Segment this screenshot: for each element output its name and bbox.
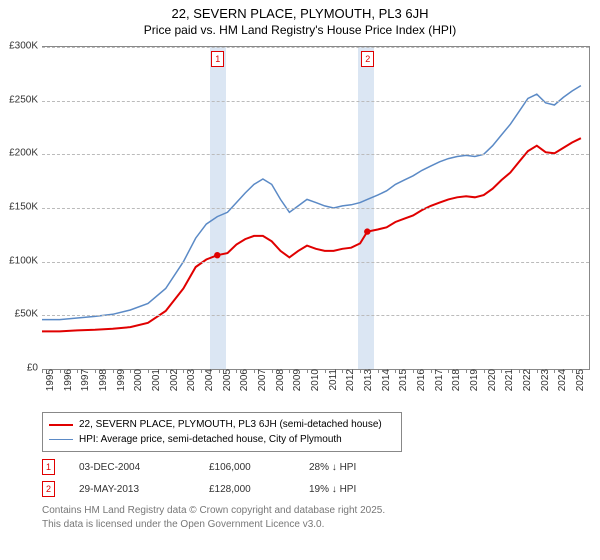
x-axis-label: 2003	[182, 369, 197, 391]
transaction-marker-2: 2	[42, 481, 55, 497]
x-axis-label: 2020	[483, 369, 498, 391]
transaction-date: 03-DEC-2004	[79, 462, 209, 473]
sale-point-dot	[364, 228, 370, 234]
transaction-marker-1: 1	[42, 459, 55, 475]
y-axis-label: £150K	[0, 202, 38, 213]
x-axis-label: 2006	[235, 369, 250, 391]
footer-line-1: Contains HM Land Registry data © Crown c…	[42, 504, 385, 518]
y-axis-label: £0	[0, 363, 38, 374]
legend-row-price-paid: 22, SEVERN PLACE, PLYMOUTH, PL3 6JH (sem…	[49, 417, 395, 432]
footer-line-2: This data is licensed under the Open Gov…	[42, 518, 385, 532]
transactions-table: 1 03-DEC-2004 £106,000 28% ↓ HPI 2 29-MA…	[42, 456, 409, 500]
sale-point-dot	[214, 252, 220, 258]
series-line-price_paid	[42, 138, 581, 331]
chart-marker-box: 2	[361, 51, 374, 67]
legend-box: 22, SEVERN PLACE, PLYMOUTH, PL3 6JH (sem…	[42, 412, 402, 452]
x-axis-label: 2005	[218, 369, 233, 391]
x-axis-label: 2001	[147, 369, 162, 391]
chart-container: 22, SEVERN PLACE, PLYMOUTH, PL3 6JH Pric…	[0, 0, 600, 560]
legend-swatch-hpi	[49, 439, 73, 440]
legend-row-hpi: HPI: Average price, semi-detached house,…	[49, 432, 395, 447]
x-axis-label: 2012	[341, 369, 356, 391]
x-axis-label: 2004	[200, 369, 215, 391]
transaction-date: 29-MAY-2013	[79, 484, 209, 495]
chart-subtitle: Price paid vs. HM Land Registry's House …	[0, 23, 600, 39]
x-axis-label: 2018	[447, 369, 462, 391]
x-axis-label: 2015	[394, 369, 409, 391]
transaction-row: 2 29-MAY-2013 £128,000 19% ↓ HPI	[42, 478, 409, 500]
y-axis-label: £250K	[0, 94, 38, 105]
y-axis-label: £100K	[0, 255, 38, 266]
chart-title: 22, SEVERN PLACE, PLYMOUTH, PL3 6JH	[0, 6, 600, 23]
x-axis-label: 2022	[518, 369, 533, 391]
x-axis-label: 1996	[59, 369, 74, 391]
x-axis-label: 2010	[306, 369, 321, 391]
transaction-price: £128,000	[209, 484, 309, 495]
chart-marker-box: 1	[211, 51, 224, 67]
transaction-diff: 28% ↓ HPI	[309, 462, 409, 473]
x-axis-label: 2009	[288, 369, 303, 391]
x-axis-label: 2024	[553, 369, 568, 391]
x-axis-label: 2017	[430, 369, 445, 391]
x-axis-label: 2023	[536, 369, 551, 391]
legend-swatch-price-paid	[49, 424, 73, 426]
y-axis-label: £300K	[0, 41, 38, 52]
x-axis-label: 1997	[76, 369, 91, 391]
x-axis-label: 2014	[377, 369, 392, 391]
x-axis-label: 1999	[112, 369, 127, 391]
x-axis-label: 2008	[271, 369, 286, 391]
x-axis-label: 2011	[324, 369, 339, 391]
transaction-price: £106,000	[209, 462, 309, 473]
transaction-diff: 19% ↓ HPI	[309, 484, 409, 495]
legend-label-hpi: HPI: Average price, semi-detached house,…	[79, 432, 342, 447]
x-axis-label: 2013	[359, 369, 374, 391]
x-axis-label: 2002	[165, 369, 180, 391]
footer-attribution: Contains HM Land Registry data © Crown c…	[42, 504, 385, 532]
transaction-row: 1 03-DEC-2004 £106,000 28% ↓ HPI	[42, 456, 409, 478]
x-axis-label: 1995	[41, 369, 56, 391]
series-line-hpi	[42, 86, 581, 320]
x-axis-label: 2019	[465, 369, 480, 391]
x-axis-label: 2021	[500, 369, 515, 391]
legend-label-price-paid: 22, SEVERN PLACE, PLYMOUTH, PL3 6JH (sem…	[79, 417, 382, 432]
y-axis-label: £50K	[0, 309, 38, 320]
x-axis-label: 2025	[571, 369, 586, 391]
x-axis-label: 2007	[253, 369, 268, 391]
title-block: 22, SEVERN PLACE, PLYMOUTH, PL3 6JH Pric…	[0, 0, 600, 38]
chart-plot-area: 1995199619971998199920002001200220032004…	[42, 46, 590, 370]
x-axis-label: 1998	[94, 369, 109, 391]
x-axis-label: 2016	[412, 369, 427, 391]
y-axis-label: £200K	[0, 148, 38, 159]
x-axis-label: 2000	[129, 369, 144, 391]
